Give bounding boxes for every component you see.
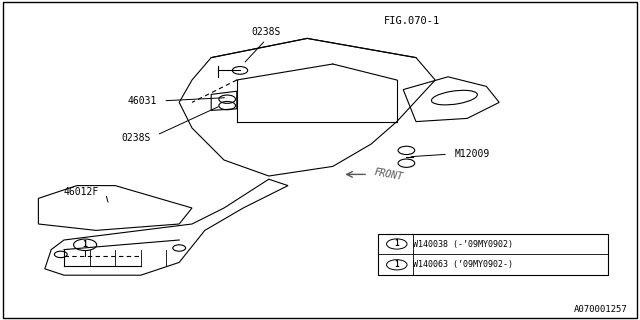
- Text: 1: 1: [394, 260, 399, 269]
- Text: 0238S: 0238S: [251, 27, 280, 37]
- Text: 1: 1: [394, 239, 399, 249]
- Text: W140038 (-’09MY0902): W140038 (-’09MY0902): [413, 239, 513, 249]
- Text: W140063 (’09MY0902-): W140063 (’09MY0902-): [413, 260, 513, 269]
- Text: A070001257: A070001257: [573, 305, 627, 314]
- Text: 46031: 46031: [127, 96, 157, 106]
- Text: M12009: M12009: [454, 149, 490, 159]
- Text: 46012F: 46012F: [64, 187, 99, 197]
- Text: FIG.070-1: FIG.070-1: [384, 16, 440, 26]
- Text: 0238S: 0238S: [121, 132, 150, 143]
- Text: 1: 1: [83, 240, 88, 249]
- Text: FRONT: FRONT: [373, 167, 404, 182]
